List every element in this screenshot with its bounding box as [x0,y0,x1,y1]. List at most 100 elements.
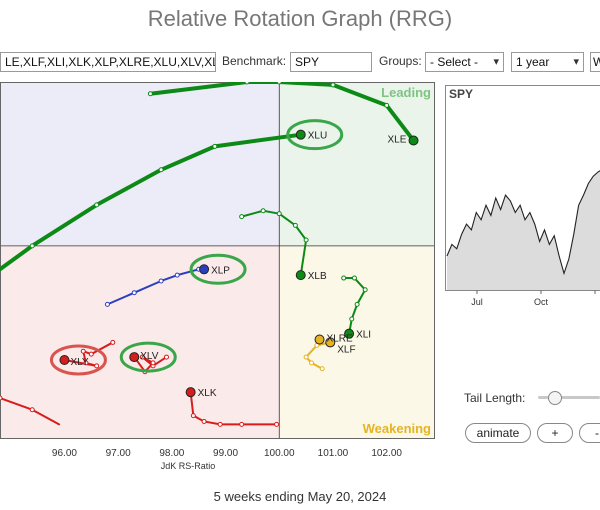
symbols-input[interactable]: LE,XLF,XLI,XLK,XLP,XLRE,XLU,XLV,XL [0,52,216,72]
x-tick-label: 98.00 [159,448,184,459]
tail-point [83,360,89,366]
highlight-ring-xlu [286,119,344,151]
x-axis-label: JdK RS-Ratio [161,461,216,471]
tail-point [349,316,355,322]
tail-point [292,222,298,228]
head-point-xle [408,135,419,146]
tail-point [150,360,156,366]
tail-xle [148,82,416,143]
tail-point [0,395,3,401]
page-title: Relative Rotation Graph (RRG) [147,6,453,31]
spy-title: SPY [449,87,473,101]
series-label-xlre: XLRE [327,334,353,345]
quadrant-label-leading: Leading [381,85,431,100]
x-tick-label: 102.00 [371,448,402,459]
tail-point [158,278,164,284]
groups-label: Groups: [379,54,422,68]
quadrant-improving [0,82,280,246]
tail-point [319,366,325,372]
tail-point [110,339,116,345]
tail-point [362,287,368,293]
series-label-xlp: XLP [211,265,230,276]
spy-tick-label: Oct [534,297,549,307]
tail-point [29,407,35,413]
tail-length-slider[interactable] [538,391,600,405]
head-point-xli [344,328,355,339]
head-point-xlf [325,337,336,348]
benchmark-label: Benchmark: [222,54,287,68]
x-tick-label: 101.00 [318,448,349,459]
series-label-xlf: XLF [337,344,355,355]
tail-point [276,82,282,85]
tail-point [158,167,164,173]
series-label-xlk: XLK [198,388,217,399]
tail-point [131,290,137,296]
benchmark-input[interactable]: SPY [290,52,372,72]
interval-select[interactable]: W [590,52,600,72]
tail-xlk [189,391,278,426]
tail-length-label: Tail Length: [464,391,526,405]
tail-point [147,91,153,97]
period-select[interactable]: 1 year [511,52,584,72]
tail-point [174,272,180,278]
tail-point [94,202,100,208]
tail-point [308,360,314,366]
footer-caption: 5 weeks ending May 20, 2024 [213,489,387,504]
spy-area [447,170,600,290]
rrg-chart: Leading Weakening 96.00 97.00 98.00 99.00 100.… [0,82,435,471]
tail-point [341,275,347,281]
quadrant-label-weakening: Weakening [363,421,431,436]
tail-point [201,418,207,424]
plot-border [0,82,435,439]
series-label-xlv: XLV [140,351,158,362]
head-point-xlv [129,352,140,363]
tail-length-handle[interactable] [547,391,562,405]
series-label-xlb: XLB [308,271,327,282]
tail-point [244,82,250,85]
tail-xlb [240,209,308,277]
head-point-xlu [295,129,306,140]
tail-xly [63,341,114,367]
tail-point [163,354,169,360]
tail-point [351,275,357,281]
x-tick-label: 99.00 [213,448,238,459]
animate-button[interactable]: animate [465,423,531,443]
tail-point [239,421,245,427]
highlight-ring-xlv [119,341,177,373]
quadrant-leading [279,82,435,246]
series-label-xly: XLY [70,357,88,368]
head-point-xlk [185,387,196,398]
tail-point [88,351,94,357]
tail-point [212,143,218,149]
tail-point [260,208,266,214]
tail-point [104,301,110,307]
step-back-button[interactable]: - [579,423,600,443]
highlight-ring-xlp [189,253,247,285]
tail-point [303,354,309,360]
tail-length-track [538,396,600,399]
tail-point [94,363,100,369]
series-label-xlu: XLU [308,131,327,142]
series-label-xli: XLI [356,330,371,341]
head-point-xly [59,354,70,365]
groups-select[interactable]: - Select - [425,52,504,72]
tail-point [239,214,245,220]
series-label-xle: XLE [388,135,407,146]
head-point-xlp [199,264,210,275]
tail-point [80,348,86,354]
tail-point [384,102,390,108]
tail-point [274,421,280,427]
tail-point [303,237,309,243]
highlight-ring-xly [49,344,107,376]
tail-xlv [133,356,168,373]
tail-point [330,82,336,88]
tail-point [276,211,282,217]
tail-point [29,243,35,249]
step-forward-button[interactable]: + [537,423,573,443]
tail-xlu [0,132,303,272]
x-tick-label: 97.00 [106,448,131,459]
x-tick-label: 100.00 [264,448,295,459]
tail-point [354,301,360,307]
quadrant-weakening [279,245,435,439]
